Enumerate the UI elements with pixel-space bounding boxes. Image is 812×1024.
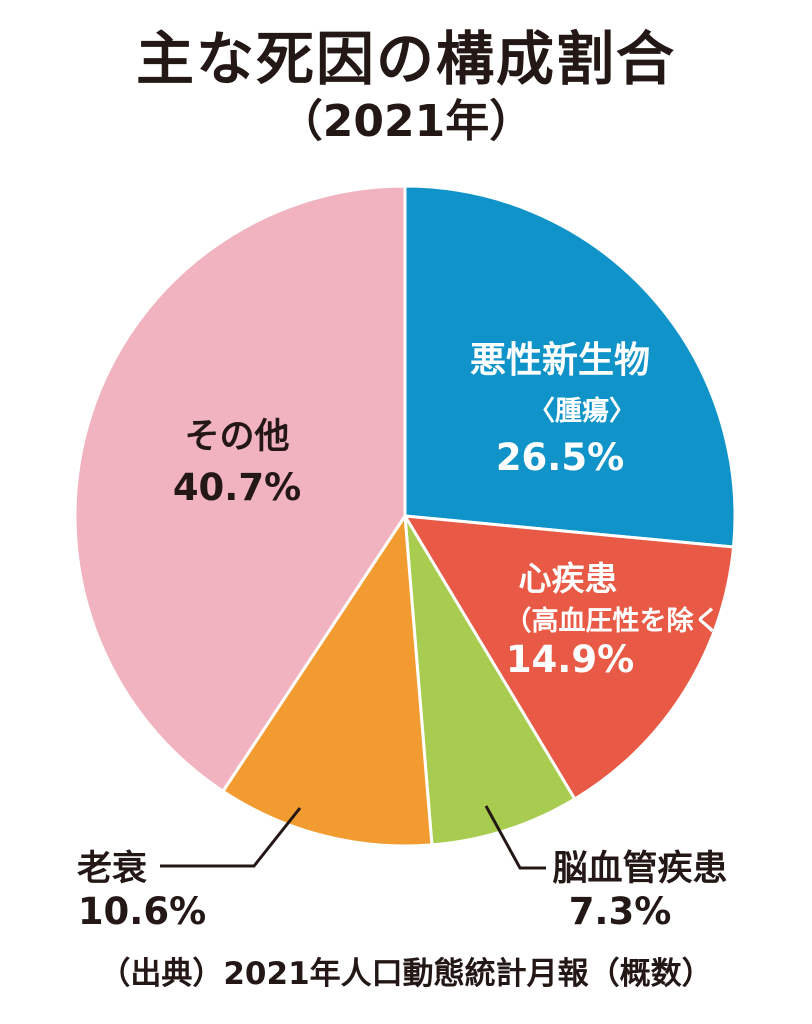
slice-label-1-name: 悪性新生物	[470, 340, 650, 381]
source-note: （出典）2021年人口動態統計月報（概数）	[99, 956, 713, 992]
slice-label-1-value: 26.5%	[496, 436, 624, 479]
slice-label-5-value: 40.7%	[173, 466, 301, 509]
slice-label-2-name2: （高血圧性を除く）	[505, 605, 748, 637]
leader-lines	[160, 805, 546, 870]
slice-label-3-value: 7.3%	[569, 890, 672, 933]
pie-slice-3	[403, 515, 577, 847]
slice-label-5-name: その他	[184, 417, 289, 457]
slice-label-4-name: 老衰	[77, 849, 147, 889]
leader-line-senility	[160, 807, 302, 868]
slice-label-4-value: 10.6%	[78, 890, 206, 933]
slice-labels: 悪性新生物〈腫瘍〉 26.5% 心疾患 （高血圧性を除く）14.9% 脳血管疾患7.3%…	[77, 340, 748, 933]
pie-slice-5	[73, 184, 407, 794]
pie-slices	[73, 184, 737, 848]
chart-title: 主な死因の構成割合	[135, 25, 676, 93]
leader-line-cerebrovascular	[484, 805, 546, 870]
slice-label-2-value: 14.9%	[506, 638, 634, 681]
slice-label-3-name: 脳血管疾患	[552, 849, 727, 889]
chart-subtitle: （2021年）	[278, 96, 534, 147]
slice-label-1-name2: 〈腫瘍〉	[528, 395, 636, 427]
pie-slice-1	[403, 184, 737, 549]
pie-slice-4	[220, 511, 434, 848]
slice-label-2-name: 心疾患	[519, 559, 618, 598]
pie-slice-2	[402, 514, 736, 802]
